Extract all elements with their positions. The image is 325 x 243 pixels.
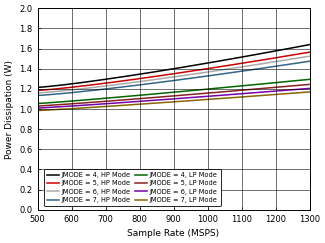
JMODE = 6, HP Mode — [282, 59, 286, 62]
Line: JMODE = 4, LP Mode: JMODE = 4, LP Mode — [37, 79, 310, 104]
JMODE = 7, HP Mode — [265, 66, 269, 69]
Line: JMODE = 7, LP Mode: JMODE = 7, LP Mode — [37, 92, 310, 111]
JMODE = 5, LP Mode — [35, 104, 39, 107]
JMODE = 4, LP Mode — [202, 88, 206, 91]
JMODE = 5, HP Mode — [202, 68, 206, 71]
JMODE = 7, HP Mode — [197, 76, 201, 79]
JMODE = 4, LP Mode — [36, 102, 40, 105]
JMODE = 5, LP Mode — [308, 83, 312, 86]
Line: JMODE = 6, LP Mode: JMODE = 6, LP Mode — [37, 88, 310, 108]
JMODE = 4, HP Mode — [35, 86, 39, 89]
JMODE = 6, LP Mode — [202, 95, 206, 98]
JMODE = 4, LP Mode — [308, 78, 312, 81]
JMODE = 6, HP Mode — [198, 72, 202, 75]
JMODE = 6, LP Mode — [308, 87, 312, 90]
Line: JMODE = 5, LP Mode: JMODE = 5, LP Mode — [37, 84, 310, 106]
JMODE = 7, LP Mode — [197, 99, 201, 102]
JMODE = 4, LP Mode — [35, 102, 39, 105]
JMODE = 6, LP Mode — [265, 90, 269, 93]
JMODE = 4, HP Mode — [308, 43, 312, 46]
JMODE = 5, HP Mode — [35, 89, 39, 92]
JMODE = 4, HP Mode — [265, 51, 269, 54]
JMODE = 7, HP Mode — [202, 75, 206, 78]
JMODE = 5, HP Mode — [282, 55, 286, 58]
JMODE = 5, HP Mode — [198, 69, 202, 71]
JMODE = 7, HP Mode — [198, 76, 202, 78]
JMODE = 4, HP Mode — [36, 86, 40, 89]
JMODE = 7, HP Mode — [36, 94, 40, 97]
Y-axis label: Power Dissipation (W): Power Dissipation (W) — [5, 60, 14, 158]
JMODE = 6, HP Mode — [197, 72, 201, 75]
Line: JMODE = 4, HP Mode: JMODE = 4, HP Mode — [37, 45, 310, 87]
JMODE = 7, LP Mode — [35, 109, 39, 112]
JMODE = 6, LP Mode — [282, 89, 286, 92]
JMODE = 7, LP Mode — [202, 98, 206, 101]
JMODE = 4, HP Mode — [202, 62, 206, 65]
JMODE = 5, LP Mode — [265, 87, 269, 89]
JMODE = 5, HP Mode — [197, 69, 201, 71]
Line: JMODE = 5, HP Mode: JMODE = 5, HP Mode — [37, 52, 310, 90]
JMODE = 4, HP Mode — [282, 48, 286, 51]
Legend: JMODE = 4, HP Mode, JMODE = 5, HP Mode, JMODE = 6, HP Mode, JMODE = 7, HP Mode, : JMODE = 4, HP Mode, JMODE = 5, HP Mode, … — [44, 169, 221, 206]
JMODE = 6, HP Mode — [265, 61, 269, 64]
JMODE = 4, HP Mode — [198, 63, 202, 66]
JMODE = 4, LP Mode — [265, 82, 269, 85]
JMODE = 4, LP Mode — [282, 80, 286, 83]
JMODE = 6, HP Mode — [36, 91, 40, 94]
JMODE = 4, HP Mode — [197, 63, 201, 66]
JMODE = 5, LP Mode — [282, 85, 286, 88]
JMODE = 5, LP Mode — [197, 92, 201, 95]
JMODE = 7, LP Mode — [308, 90, 312, 93]
JMODE = 5, LP Mode — [202, 92, 206, 95]
JMODE = 5, HP Mode — [36, 89, 40, 92]
JMODE = 6, HP Mode — [35, 91, 39, 94]
JMODE = 4, LP Mode — [198, 88, 202, 91]
JMODE = 7, LP Mode — [36, 109, 40, 112]
JMODE = 6, LP Mode — [197, 95, 201, 98]
JMODE = 7, HP Mode — [282, 64, 286, 67]
JMODE = 6, LP Mode — [36, 106, 40, 109]
Line: JMODE = 6, HP Mode: JMODE = 6, HP Mode — [37, 56, 310, 93]
JMODE = 5, HP Mode — [308, 51, 312, 54]
JMODE = 5, LP Mode — [36, 104, 40, 107]
JMODE = 5, HP Mode — [265, 58, 269, 61]
JMODE = 6, LP Mode — [198, 95, 202, 98]
JMODE = 6, HP Mode — [202, 71, 206, 74]
JMODE = 5, LP Mode — [198, 92, 202, 95]
Line: JMODE = 7, HP Mode: JMODE = 7, HP Mode — [37, 61, 310, 95]
JMODE = 7, LP Mode — [265, 94, 269, 96]
JMODE = 6, LP Mode — [35, 107, 39, 110]
JMODE = 7, HP Mode — [308, 60, 312, 63]
X-axis label: Sample Rate (MSPS): Sample Rate (MSPS) — [127, 229, 220, 238]
JMODE = 4, LP Mode — [197, 88, 201, 91]
JMODE = 7, LP Mode — [198, 99, 202, 102]
JMODE = 7, HP Mode — [35, 94, 39, 97]
JMODE = 7, LP Mode — [282, 92, 286, 95]
JMODE = 6, HP Mode — [308, 55, 312, 58]
